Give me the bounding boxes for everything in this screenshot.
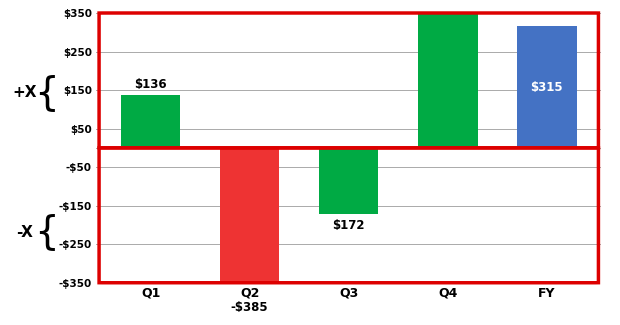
Text: $172: $172 bbox=[332, 219, 365, 232]
Bar bbox=[121, 96, 180, 148]
Bar bbox=[418, 0, 477, 148]
Text: {: { bbox=[34, 214, 59, 251]
Text: +X: +X bbox=[12, 85, 37, 100]
Text: $136: $136 bbox=[135, 78, 167, 91]
Text: $315: $315 bbox=[531, 81, 563, 94]
Text: {: { bbox=[34, 74, 59, 111]
Text: -X: -X bbox=[16, 225, 33, 240]
Bar bbox=[319, 148, 378, 214]
Bar bbox=[220, 148, 280, 296]
Bar bbox=[517, 27, 577, 148]
Text: -$385: -$385 bbox=[231, 301, 268, 314]
